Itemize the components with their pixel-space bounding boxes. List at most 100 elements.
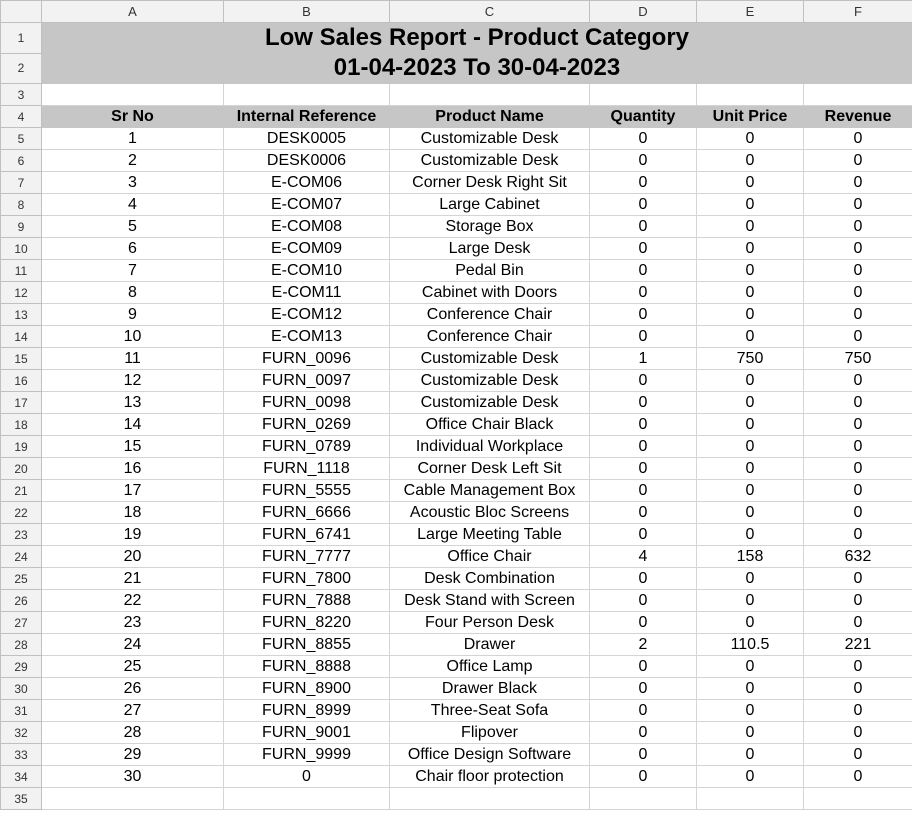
column-header-c[interactable]: C xyxy=(389,0,590,23)
cell-unit-price[interactable]: 0 xyxy=(696,655,804,678)
cell-internal-reference[interactable]: E-COM10 xyxy=(223,259,390,282)
cell-revenue[interactable]: 0 xyxy=(803,655,912,678)
cell-revenue[interactable]: 0 xyxy=(803,281,912,304)
cell-sr-no[interactable]: 24 xyxy=(41,633,224,656)
cell-quantity[interactable]: 0 xyxy=(589,721,697,744)
cell-unit-price[interactable]: 0 xyxy=(696,743,804,766)
cell[interactable] xyxy=(223,83,390,106)
header-internal-reference[interactable]: Internal Reference xyxy=(223,105,390,128)
cell-product-name[interactable]: Pedal Bin xyxy=(389,259,590,282)
cell-unit-price[interactable]: 0 xyxy=(696,721,804,744)
cell-sr-no[interactable]: 17 xyxy=(41,479,224,502)
header-sr-no[interactable]: Sr No xyxy=(41,105,224,128)
cell-internal-reference[interactable]: E-COM13 xyxy=(223,325,390,348)
cell-product-name[interactable]: Office Chair xyxy=(389,545,590,568)
row-header[interactable]: 13 xyxy=(0,303,42,326)
cell-unit-price[interactable]: 0 xyxy=(696,479,804,502)
cell-unit-price[interactable]: 0 xyxy=(696,281,804,304)
cell-sr-no[interactable]: 6 xyxy=(41,237,224,260)
cell-sr-no[interactable]: 14 xyxy=(41,413,224,436)
cell-quantity[interactable]: 0 xyxy=(589,127,697,150)
row-header[interactable]: 30 xyxy=(0,677,42,700)
row-header[interactable]: 9 xyxy=(0,215,42,238)
cell-product-name[interactable]: Four Person Desk xyxy=(389,611,590,634)
cell-internal-reference[interactable]: FURN_0098 xyxy=(223,391,390,414)
cell-revenue[interactable]: 750 xyxy=(803,347,912,370)
cell-unit-price[interactable]: 0 xyxy=(696,391,804,414)
cell-product-name[interactable]: Desk Combination xyxy=(389,567,590,590)
cell-product-name[interactable]: Three-Seat Sofa xyxy=(389,699,590,722)
cell-product-name[interactable]: Conference Chair xyxy=(389,325,590,348)
cell-unit-price[interactable]: 0 xyxy=(696,589,804,612)
row-header[interactable]: 29 xyxy=(0,655,42,678)
cell-product-name[interactable]: Storage Box xyxy=(389,215,590,238)
cell-revenue[interactable]: 0 xyxy=(803,237,912,260)
cell-quantity[interactable]: 0 xyxy=(589,215,697,238)
cell-quantity[interactable]: 0 xyxy=(589,523,697,546)
row-header[interactable]: 2 xyxy=(0,52,42,84)
cell-quantity[interactable]: 4 xyxy=(589,545,697,568)
row-header[interactable]: 26 xyxy=(0,589,42,612)
row-header[interactable]: 34 xyxy=(0,765,42,788)
cell-product-name[interactable]: Large Desk xyxy=(389,237,590,260)
cell-sr-no[interactable]: 26 xyxy=(41,677,224,700)
header-unit-price[interactable]: Unit Price xyxy=(696,105,804,128)
cell-revenue[interactable]: 0 xyxy=(803,149,912,172)
cell-sr-no[interactable]: 16 xyxy=(41,457,224,480)
cell-quantity[interactable]: 0 xyxy=(589,171,697,194)
cell-revenue[interactable]: 0 xyxy=(803,479,912,502)
header-quantity[interactable]: Quantity xyxy=(589,105,697,128)
row-header[interactable]: 4 xyxy=(0,105,42,128)
cell-revenue[interactable]: 0 xyxy=(803,435,912,458)
cell-quantity[interactable]: 0 xyxy=(589,391,697,414)
cell[interactable] xyxy=(803,83,912,106)
cell-revenue[interactable]: 0 xyxy=(803,303,912,326)
cell-quantity[interactable]: 0 xyxy=(589,435,697,458)
cell-unit-price[interactable]: 0 xyxy=(696,325,804,348)
cell-product-name[interactable]: Office Design Software xyxy=(389,743,590,766)
cell-product-name[interactable]: Desk Stand with Screen xyxy=(389,589,590,612)
cell-internal-reference[interactable]: FURN_9999 xyxy=(223,743,390,766)
cell-unit-price[interactable]: 110.5 xyxy=(696,633,804,656)
cell-sr-no[interactable]: 19 xyxy=(41,523,224,546)
row-header[interactable]: 14 xyxy=(0,325,42,348)
cell-sr-no[interactable]: 11 xyxy=(41,347,224,370)
cell-revenue[interactable]: 0 xyxy=(803,765,912,788)
column-header-e[interactable]: E xyxy=(696,0,804,23)
cell-internal-reference[interactable]: FURN_0789 xyxy=(223,435,390,458)
cell-sr-no[interactable]: 4 xyxy=(41,193,224,216)
cell[interactable] xyxy=(223,787,390,810)
cell-product-name[interactable]: Conference Chair xyxy=(389,303,590,326)
cell-quantity[interactable]: 0 xyxy=(589,677,697,700)
row-header[interactable]: 24 xyxy=(0,545,42,568)
cell-unit-price[interactable]: 0 xyxy=(696,523,804,546)
column-header-d[interactable]: D xyxy=(589,0,697,23)
row-header[interactable]: 31 xyxy=(0,699,42,722)
row-header[interactable]: 8 xyxy=(0,193,42,216)
cell-product-name[interactable]: Acoustic Bloc Screens xyxy=(389,501,590,524)
cell-product-name[interactable]: Cabinet with Doors xyxy=(389,281,590,304)
cell-sr-no[interactable]: 22 xyxy=(41,589,224,612)
cell-revenue[interactable]: 0 xyxy=(803,369,912,392)
cell-revenue[interactable]: 0 xyxy=(803,677,912,700)
row-header[interactable]: 7 xyxy=(0,171,42,194)
cell-unit-price[interactable]: 0 xyxy=(696,435,804,458)
cell-product-name[interactable]: Customizable Desk xyxy=(389,369,590,392)
header-revenue[interactable]: Revenue xyxy=(803,105,912,128)
column-header-a[interactable]: A xyxy=(41,0,224,23)
cell-internal-reference[interactable]: FURN_8855 xyxy=(223,633,390,656)
cell[interactable] xyxy=(41,787,224,810)
cell-quantity[interactable]: 0 xyxy=(589,765,697,788)
row-header[interactable]: 5 xyxy=(0,127,42,150)
row-header[interactable]: 6 xyxy=(0,149,42,172)
cell-quantity[interactable]: 0 xyxy=(589,457,697,480)
cell-sr-no[interactable]: 23 xyxy=(41,611,224,634)
cell-product-name[interactable]: Large Meeting Table xyxy=(389,523,590,546)
row-header[interactable]: 18 xyxy=(0,413,42,436)
cell-revenue[interactable]: 632 xyxy=(803,545,912,568)
cell-unit-price[interactable]: 0 xyxy=(696,567,804,590)
row-header[interactable]: 25 xyxy=(0,567,42,590)
cell-quantity[interactable]: 0 xyxy=(589,303,697,326)
header-product-name[interactable]: Product Name xyxy=(389,105,590,128)
cell-product-name[interactable]: Cable Management Box xyxy=(389,479,590,502)
